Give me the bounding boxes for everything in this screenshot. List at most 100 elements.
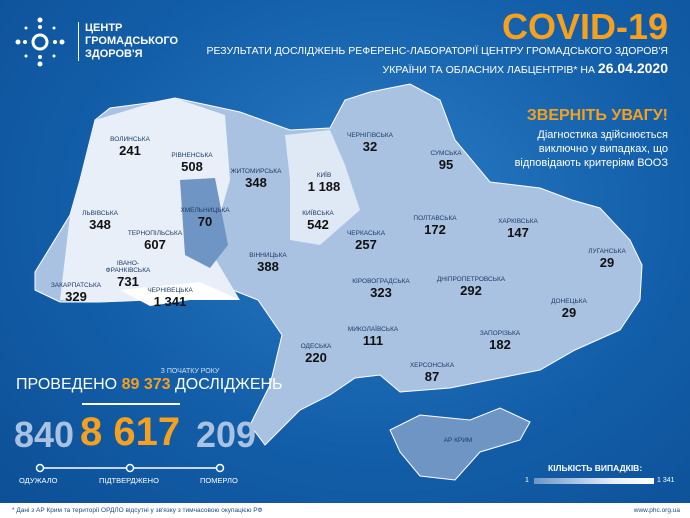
region-name: Черкаська (346, 230, 386, 237)
logo-icon (15, 17, 65, 67)
region-cases: 241 (119, 143, 141, 158)
region-name: Дніпропетровська (436, 276, 506, 283)
region-cases: 348 (245, 175, 267, 190)
region-cases: 182 (489, 337, 511, 352)
region-cases: 70 (197, 214, 213, 229)
region-chernivtsi[interactable]: Чернівецька 1 341 (147, 287, 192, 309)
region-cases: 87 (424, 369, 440, 384)
region-name: Житомирська (230, 168, 282, 175)
org-line: ЗДОРОВ'Я (85, 48, 143, 60)
region-kherson[interactable]: Херсонська 87 (410, 362, 454, 384)
region-cases: 607 (144, 237, 166, 252)
kyiv-area (285, 130, 360, 245)
region-cases: 95 (438, 157, 454, 172)
confirmed-label: ПІДТВЕРДЖЕНО (99, 476, 159, 485)
region-cases: 348 (89, 217, 111, 232)
org-line: ГРОМАДСЬКОГО (85, 35, 179, 47)
region-cases: 1 341 (153, 294, 187, 309)
chernivetska (120, 282, 240, 306)
region-name: Одеська (300, 343, 332, 350)
region-cases: 388 (257, 259, 279, 274)
region-dnipro[interactable]: Дніпропетровська 292 (437, 276, 505, 298)
region-kyiv-oblast[interactable]: Київська 542 (302, 210, 333, 232)
footer-note: * Дані з АР Крим та території ОРДЛО відс… (12, 507, 263, 514)
since-label: З ПОЧАТКУ РОКУ (160, 368, 220, 375)
region-name: Київська (302, 210, 334, 217)
attention-heading: ЗВЕРНІТЬ УВАГУ! (526, 107, 668, 124)
region-name: Харківська (498, 218, 538, 225)
region-cases: 111 (362, 333, 384, 348)
footer-url[interactable]: www.phc.org.ua (633, 507, 680, 514)
subtitle-2: УКРАЇНИ ТА ОБЛАСНИХ ЛАБЦЕНТРІВ* НА 26.04… (383, 60, 668, 76)
region-name: Хмельницька (180, 207, 230, 214)
crimea (389, 407, 531, 481)
region-donetsk[interactable]: Донецька 29 (551, 298, 587, 320)
region-zaporizhzhia[interactable]: Запорізька 182 (480, 330, 520, 352)
region-name: Миколаївська (347, 326, 399, 333)
region-name: Івано-Франківська (105, 260, 151, 274)
deaths-label: ПОМЕРЛО (200, 476, 238, 485)
region-cases: 508 (181, 159, 203, 174)
tests-line: ПРОВЕДЕНО 89 373 ДОСЛІДЖЕНЬ (16, 376, 283, 394)
tests-prefix: ПРОВЕДЕНО (16, 376, 118, 393)
region-cases: 32 (362, 139, 378, 154)
region-kharkiv[interactable]: Харківська 147 (498, 218, 538, 240)
recovered-label: ОДУЖАЛО (19, 476, 58, 485)
attention-text: Діагностика здійснюється виключно у випа… (514, 129, 668, 169)
region-name: Кіровоградська (352, 278, 410, 285)
region-zakarpattia[interactable]: Закарпатська 329 (51, 282, 101, 304)
org-line: ЦЕНТР (85, 22, 123, 34)
region-mykolaiv[interactable]: Миколаївська 111 (348, 326, 398, 348)
region-sumy[interactable]: Сумська 95 (430, 150, 461, 172)
confirmed-count: 8 617 (80, 410, 181, 454)
region-lviv[interactable]: Львівська 348 (82, 210, 118, 232)
region-cases: 172 (424, 222, 446, 237)
legend-min: 1 (525, 477, 529, 484)
region-luhansk[interactable]: Луганська 29 (588, 248, 626, 270)
region-ternopil[interactable]: Тернопільська 607 (128, 230, 182, 252)
region-name: Донецька (551, 298, 587, 305)
region-cases: 257 (355, 237, 377, 252)
region-name: Чернівецька (147, 287, 193, 294)
region-zhytomyr[interactable]: Житомирська 348 (231, 168, 282, 190)
region-khmelnytskyi[interactable]: Хмельницька 70 (180, 207, 229, 229)
khmelnytska (180, 178, 228, 268)
region-crimea[interactable]: АР Крим (444, 437, 473, 444)
region-kirovohrad[interactable]: Кіровоградська 323 (352, 278, 409, 300)
region-vinnytsia[interactable]: Вінницька 388 (249, 252, 286, 274)
region-name: Запорізька (479, 330, 521, 337)
region-chernihiv[interactable]: Чернігівська 32 (347, 132, 393, 154)
date: 26.04.2020 (597, 60, 668, 76)
legend-title: КІЛЬКІСТЬ ВИПАДКІВ: (548, 463, 643, 473)
region-name: Сумська (430, 150, 462, 157)
deaths-count: 209 (196, 414, 257, 455)
region-cases: 731 (117, 274, 139, 289)
region-rivne[interactable]: Рівненська 508 (171, 152, 212, 174)
subtitle-text: УКРАЇНИ ТА ОБЛАСНИХ ЛАБЦЕНТРІВ* НА (382, 64, 595, 76)
region-cases: 29 (599, 255, 615, 270)
region-name: Рівненська (171, 152, 213, 159)
footer: * Дані з АР Крим та території ОРДЛО відс… (0, 503, 690, 518)
region-name: Херсонська (409, 362, 455, 369)
region-name: Закарпатська (50, 282, 102, 289)
tests-count: 89 373 (121, 376, 171, 393)
region-name: Волинська (110, 136, 150, 143)
legend-max: 1 341 (657, 477, 675, 484)
region-cherkasy[interactable]: Черкаська 257 (347, 230, 385, 252)
region-volyn[interactable]: Волинська 241 (110, 136, 150, 158)
divider (82, 403, 180, 405)
region-poltava[interactable]: Полтавська 172 (413, 215, 456, 237)
legend-gradient (534, 478, 654, 484)
region-cases: 29 (561, 305, 577, 320)
recovered-count: 840 (14, 414, 75, 455)
region-name: Полтавська (413, 215, 457, 222)
region-cases: 329 (65, 289, 87, 304)
region-ivano-frankivsk[interactable]: Івано-Франківська 731 (103, 260, 153, 289)
region-odesa[interactable]: Одеська 220 (301, 343, 332, 365)
region-name: Львівська (82, 210, 118, 217)
region-kyiv-city[interactable]: Київ 1 188 (308, 172, 341, 194)
region-cases: 1 188 (307, 179, 341, 194)
region-name: Чернігівська (346, 132, 394, 139)
